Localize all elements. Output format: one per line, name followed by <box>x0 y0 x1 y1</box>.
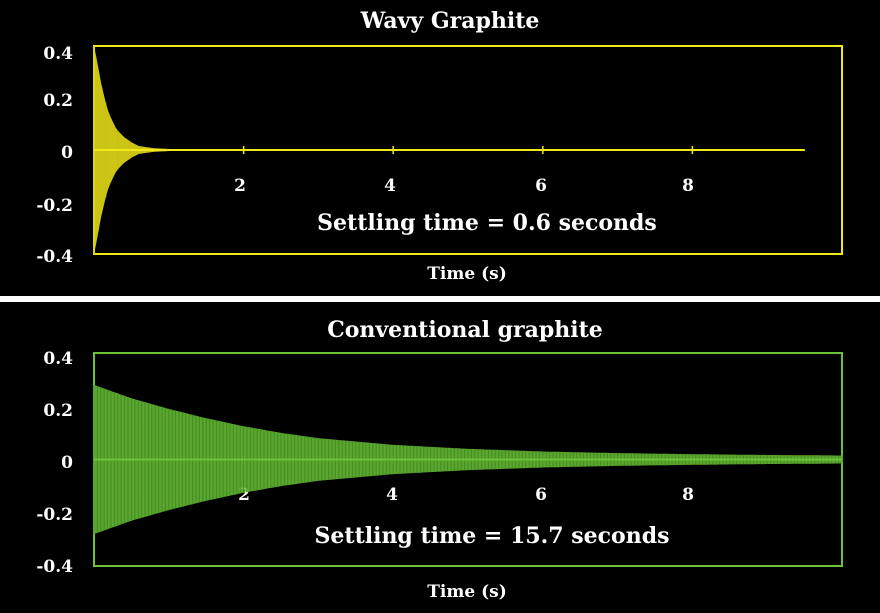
x-tick-labels: 2 4 6 8 <box>238 485 694 505</box>
x-axis-label: Time (s) <box>427 264 507 284</box>
y-tick-label: 0.4 <box>43 44 73 64</box>
settling-time-annotation: Settling time = 15.7 seconds <box>315 523 670 549</box>
y-tick-label: -0.2 <box>36 196 73 216</box>
x-tick-label: 2 <box>238 485 250 505</box>
chart-title: Conventional graphite <box>327 317 603 343</box>
y-tick-label: -0.4 <box>36 247 73 267</box>
settling-time-annotation: Settling time = 0.6 seconds <box>317 210 657 236</box>
x-tick-label: 8 <box>682 485 694 505</box>
panel-conventional-graphite: Conventional graphite 0.4 0.2 0 -0.2 -0.… <box>36 317 843 602</box>
y-tick-label: 0 <box>61 143 73 163</box>
y-tick-label: 0.2 <box>43 91 73 111</box>
y-tick-label: 0 <box>61 453 73 473</box>
x-tick-label: 6 <box>535 176 547 196</box>
x-tick-label: 2 <box>234 176 246 196</box>
x-tick-label: 8 <box>682 176 694 196</box>
y-tick-labels: 0.4 0.2 0 -0.2 -0.4 <box>36 44 73 267</box>
panel-wavy-graphite: Wavy Graphite 0.4 0.2 0 -0.2 -0.4 2 4 6 … <box>36 8 843 284</box>
x-tick-label: 6 <box>535 485 547 505</box>
x-axis-label: Time (s) <box>427 582 507 602</box>
chart-title: Wavy Graphite <box>360 8 540 34</box>
y-tick-labels: 0.4 0.2 0 -0.2 -0.4 <box>36 349 73 577</box>
panel-divider <box>0 296 880 302</box>
x-tick-labels: 2 4 6 8 <box>234 176 694 196</box>
x-tick-label: 4 <box>384 176 396 196</box>
y-tick-label: -0.2 <box>36 505 73 525</box>
y-tick-label: -0.4 <box>36 557 73 577</box>
y-tick-label: 0.4 <box>43 349 73 369</box>
y-tick-label: 0.2 <box>43 401 73 421</box>
x-tick-label: 4 <box>386 485 398 505</box>
